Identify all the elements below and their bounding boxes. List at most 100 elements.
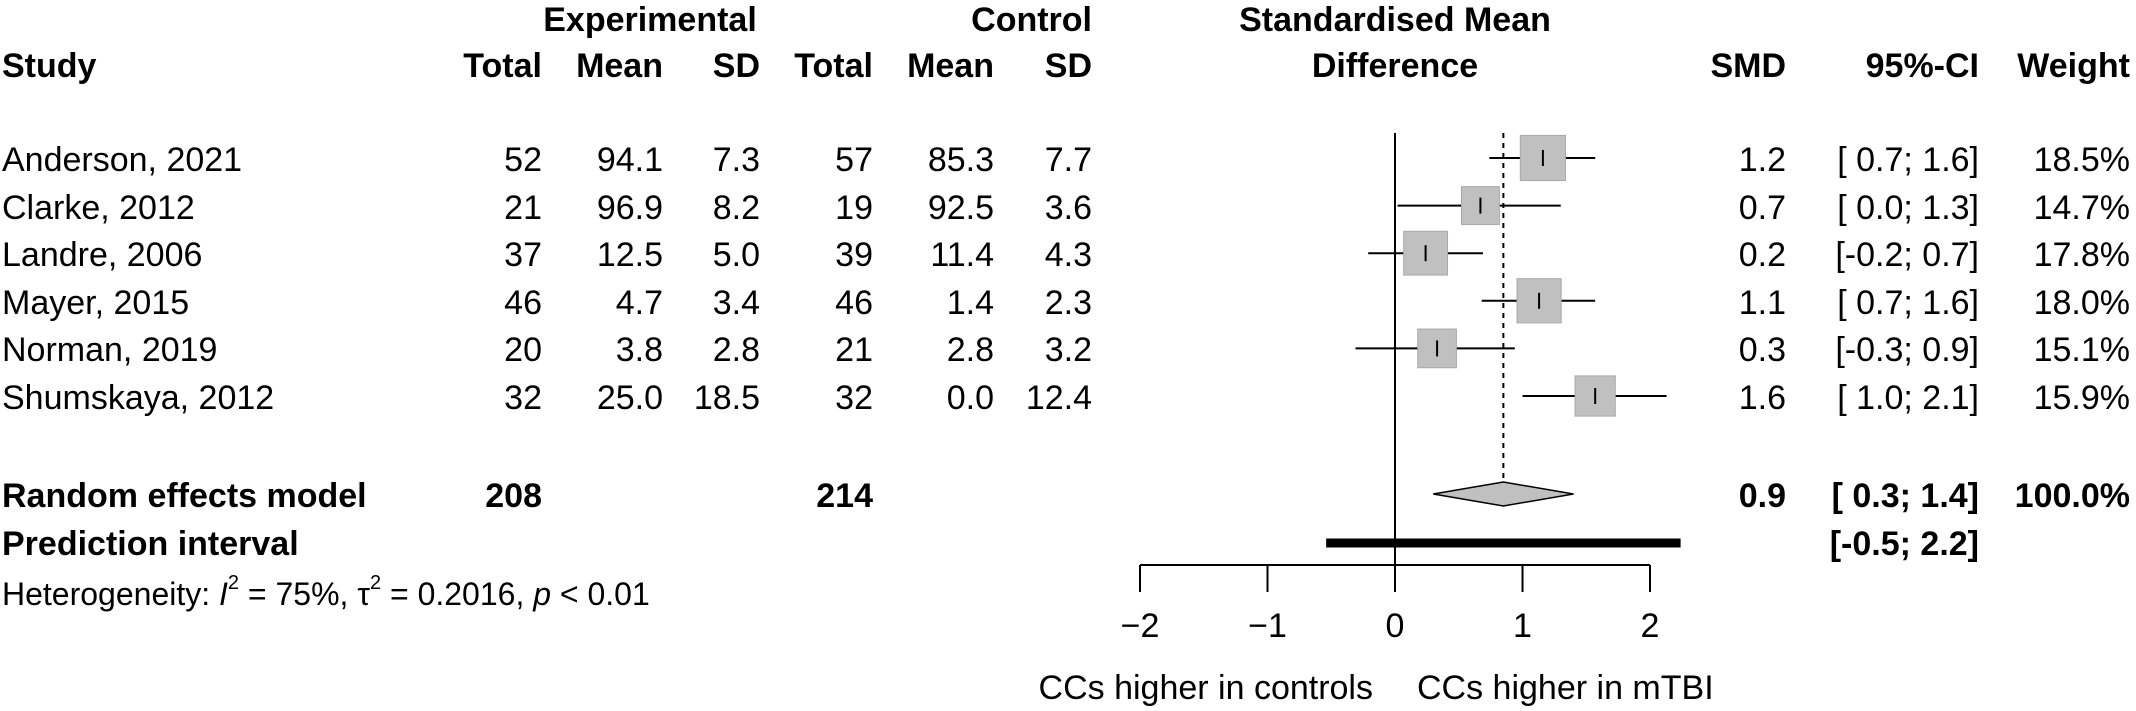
exp-mean: 3.8 (615, 331, 663, 369)
ctrl-mean: 92.5 (927, 189, 994, 227)
study-name: Clarke, 2012 (2, 189, 195, 227)
smd-title-line2: Difference (1311, 47, 1479, 85)
exp-sd-header: SD (712, 47, 760, 85)
ctrl-mean: 11.4 (930, 236, 994, 274)
random-effects-ctrl-total: 214 (816, 477, 873, 515)
exp-total: 21 (504, 189, 542, 227)
exp-total-header: Total (463, 47, 542, 85)
random-effects-label: Random effects model (2, 477, 367, 515)
weight-value: 17.8% (2033, 236, 2130, 274)
random-effects-ci: [ 0.3; 1.4] (1831, 477, 1979, 515)
pooled-estimate-diamond (1433, 481, 1574, 507)
ci-value: [-0.2; 0.7] (1835, 236, 1979, 274)
ctrl-sd: 3.6 (1044, 189, 1092, 227)
x-tick-label: −1 (1248, 607, 1287, 645)
x-axis-label-right: CCs higher in mTBI (1417, 669, 1714, 707)
ctrl-sd-header: SD (1044, 47, 1092, 85)
ci-value: [ 1.0; 2.1] (1837, 379, 1979, 417)
smd-value: 1.6 (1738, 379, 1786, 417)
x-tick-label: 1 (1513, 607, 1532, 645)
heterogeneity-prefix: Heterogeneity: (2, 576, 220, 612)
heterogeneity-statistics: Heterogeneity: I2 = 75%, τ2 = 0.2016, p … (2, 572, 650, 614)
exp-total: 46 (504, 284, 542, 322)
random-effects-weight: 100.0% (2014, 477, 2130, 515)
tau-symbol: τ (357, 576, 370, 612)
control-group-header: Control (971, 1, 1092, 39)
ctrl-sd: 3.2 (1044, 331, 1092, 369)
study-name: Shumskaya, 2012 (2, 379, 275, 417)
ctrl-total: 21 (835, 331, 873, 369)
p-value: < 0.01 (551, 576, 650, 612)
weight-header: Weight (2017, 47, 2130, 85)
exp-sd: 8.2 (712, 189, 760, 227)
exp-sd: 7.3 (712, 141, 760, 179)
smd-title-line1: Standardised Mean (1239, 1, 1551, 39)
ctrl-mean: 85.3 (927, 141, 994, 179)
study-weight-square (1519, 134, 1566, 182)
ci-value: [ 0.7; 1.6] (1837, 141, 1979, 179)
ci-header: 95%-CI (1865, 47, 1979, 85)
study-name: Anderson, 2021 (2, 141, 243, 179)
ctrl-sd: 4.3 (1044, 236, 1092, 274)
study-name: Norman, 2019 (2, 331, 218, 369)
smd-value: 0.7 (1738, 189, 1786, 227)
exp-sd: 3.4 (712, 284, 760, 322)
exp-total: 52 (504, 141, 542, 179)
ctrl-mean-header: Mean (907, 47, 994, 85)
experimental-group-header: Experimental (543, 1, 757, 39)
exp-mean: 12.5 (596, 236, 663, 274)
exp-mean: 96.9 (596, 189, 663, 227)
ctrl-sd: 7.7 (1044, 141, 1092, 179)
exp-mean-header: Mean (576, 47, 663, 85)
x-tick-label: −2 (1121, 607, 1160, 645)
smd-value: 1.2 (1738, 141, 1786, 179)
exp-sd: 18.5 (693, 379, 760, 417)
i2-value: = 75%, (239, 576, 358, 612)
weight-value: 15.9% (2033, 379, 2130, 417)
p-symbol: p (533, 576, 552, 612)
ctrl-total: 32 (835, 379, 873, 417)
ci-value: [-0.3; 0.9] (1835, 331, 1979, 369)
tau-value: = 0.2016, (381, 576, 534, 612)
exp-sd: 2.8 (712, 331, 760, 369)
x-tick-label: 2 (1641, 607, 1660, 645)
weight-value: 18.0% (2033, 284, 2130, 322)
exp-mean: 94.1 (596, 141, 663, 179)
weight-value: 14.7% (2033, 189, 2130, 227)
smd-value: 1.1 (1738, 284, 1786, 322)
ci-value: [ 0.0; 1.3] (1837, 189, 1979, 227)
i2-symbol: I (219, 576, 228, 612)
study-column-header: Study (2, 47, 97, 85)
study-name: Landre, 2006 (2, 236, 203, 274)
ctrl-mean: 2.8 (946, 331, 994, 369)
exp-mean: 25.0 (596, 379, 663, 417)
x-axis-label-left: CCs higher in controls (1039, 669, 1373, 707)
ctrl-total: 19 (835, 189, 873, 227)
ctrl-sd: 2.3 (1044, 284, 1092, 322)
study-name: Mayer, 2015 (2, 284, 190, 322)
tau-superscript: 2 (369, 572, 382, 595)
exp-total: 37 (504, 236, 542, 274)
exp-total: 20 (504, 331, 542, 369)
exp-total: 32 (504, 379, 542, 417)
weight-value: 18.5% (2033, 141, 2130, 179)
prediction-interval-label: Prediction interval (2, 525, 299, 563)
smd-value: 0.2 (1738, 236, 1786, 274)
weight-value: 15.1% (2033, 331, 2130, 369)
ctrl-sd: 12.4 (1025, 379, 1092, 417)
ctrl-total: 39 (835, 236, 873, 274)
x-tick-label: 0 (1386, 607, 1405, 645)
i2-superscript: 2 (227, 572, 240, 595)
random-effects-smd: 0.9 (1738, 477, 1786, 515)
ctrl-total: 57 (835, 141, 873, 179)
smd-header: SMD (1710, 47, 1786, 85)
prediction-interval-ci: [-0.5; 2.2] (1829, 525, 1979, 563)
ctrl-total: 46 (835, 284, 873, 322)
ctrl-mean: 1.4 (946, 284, 994, 322)
ctrl-total-header: Total (794, 47, 873, 85)
ci-value: [ 0.7; 1.6] (1837, 284, 1979, 322)
exp-mean: 4.7 (615, 284, 663, 322)
ctrl-mean: 0.0 (946, 379, 994, 417)
smd-value: 0.3 (1738, 331, 1786, 369)
